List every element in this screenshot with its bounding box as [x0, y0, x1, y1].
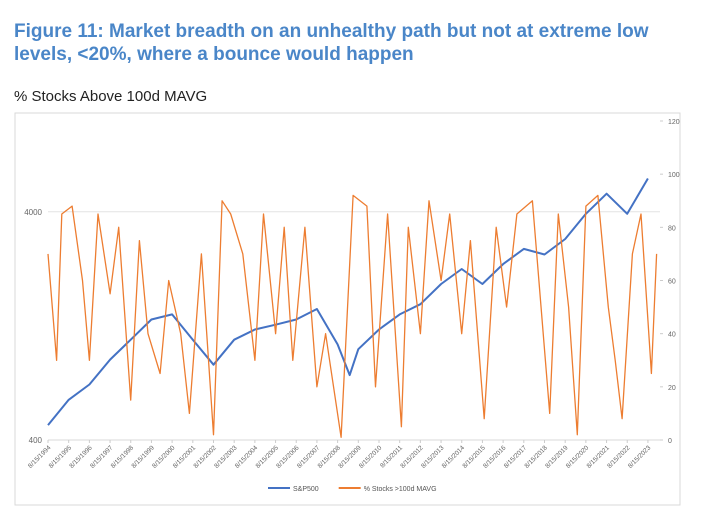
y2-tick-label: 100 [668, 172, 680, 179]
series-line [47, 177, 649, 426]
figure-title: Figure 11: Market breadth on an unhealth… [14, 21, 649, 65]
y2-tick-label: 120 [668, 119, 680, 126]
y2-tick-label: 20 [668, 385, 676, 392]
x-tick-label: 8/15/2023 [627, 444, 653, 470]
legend-label: % Stocks >100d MAVG [364, 486, 437, 493]
y-tick-label: 4000 [24, 208, 42, 217]
series-line [47, 194, 658, 438]
legend-label: S&P500 [293, 486, 319, 493]
y2-tick-label: 80 [668, 225, 676, 232]
y2-tick-label: 60 [668, 279, 676, 286]
chart-subtitle: % Stocks Above 100d MAVG [14, 88, 208, 105]
chart-frame [14, 112, 681, 506]
y-tick-label: 400 [29, 436, 43, 445]
y2-tick-label: 0 [668, 438, 672, 445]
y2-tick-label: 40 [668, 332, 676, 339]
